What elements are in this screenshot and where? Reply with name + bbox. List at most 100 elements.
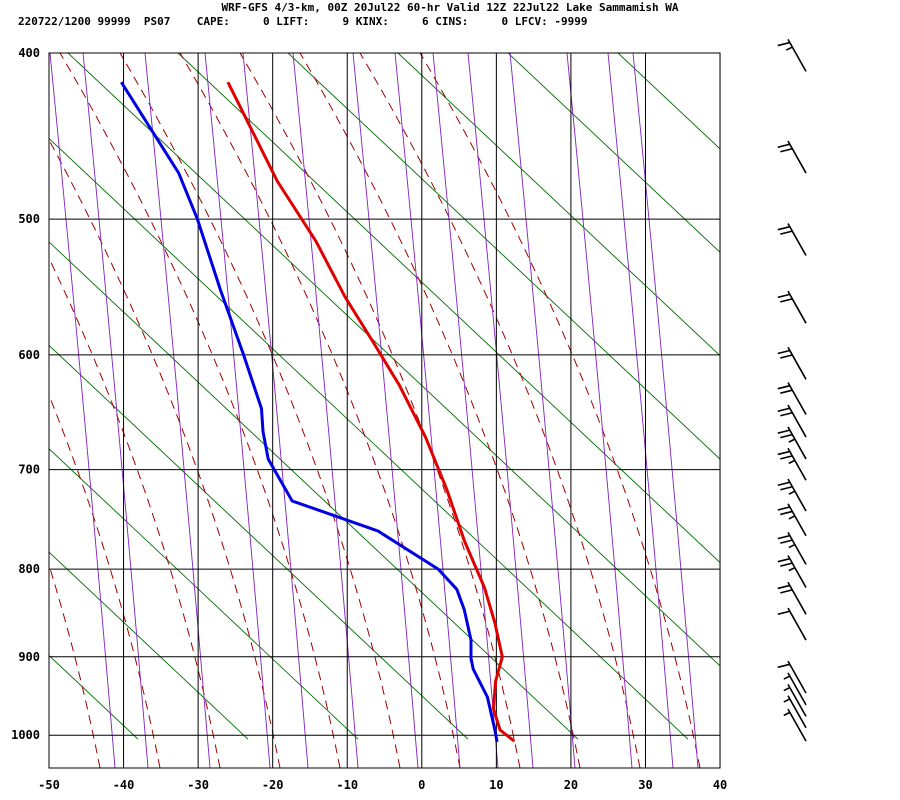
- wind-barb: [777, 426, 807, 460]
- wind-barb-feather: [780, 539, 793, 544]
- dry-adiabat-line: [177, 53, 720, 564]
- dry-adiabat-line: [49, 551, 249, 740]
- dry-adiabat-line: [728, 53, 900, 739]
- wind-barb: [777, 503, 807, 537]
- wind-barb: [777, 478, 807, 512]
- header-indices: 220722/1200 99999 PS07 CAPE: 0 LIFT: 9 K…: [18, 15, 588, 28]
- isopleth-line: [467, 53, 534, 768]
- wind-barb-feather: [777, 506, 790, 511]
- background-lines: [49, 53, 900, 768]
- wind-barb-feather: [788, 566, 796, 572]
- wind-barb: [777, 140, 807, 174]
- wind-barb-feather: [780, 510, 793, 516]
- wind-barb-feather: [780, 433, 793, 439]
- wind-barb-feather: [777, 663, 790, 669]
- isopleth-line: [49, 53, 116, 768]
- wind-barb-feather: [780, 411, 793, 417]
- wind-barb-shaft: [787, 290, 807, 324]
- wind-barb: [783, 708, 807, 742]
- tick-labels: -50 -40 -30 -20 -10 0 10 20 30 40 400 500 600 700 800 9…: [11, 46, 727, 792]
- wind-barb-feather: [780, 147, 793, 153]
- wind-barb-shaft: [787, 708, 807, 742]
- isopleth-line: [394, 53, 461, 768]
- x-tick-label: -30: [187, 778, 209, 792]
- profile-series: [120, 81, 516, 743]
- y-tick-label: 400: [18, 46, 40, 60]
- moist-adiabat-line: [179, 53, 461, 768]
- isopleth-line: [242, 53, 309, 768]
- wind-barbs: [777, 38, 807, 742]
- y-tick-label: 600: [18, 348, 40, 362]
- wind-barb-feather: [788, 515, 796, 520]
- dry-adiabat-line: [838, 53, 900, 739]
- isopleth-line: [292, 53, 359, 768]
- wind-barb-feather: [777, 384, 790, 390]
- isopleth-line: [566, 53, 633, 768]
- wind-barb-feather: [777, 610, 790, 616]
- wind-barb: [777, 404, 807, 438]
- y-tick-label: 1000: [11, 728, 40, 742]
- wind-barb-feather: [783, 675, 791, 680]
- sounding-header: WRF-GFS 4/3-km, 00Z 20Jul22 60-hr Valid …: [0, 0, 900, 34]
- wind-barb-feather: [780, 389, 793, 394]
- dry-adiabat-line: [287, 53, 720, 460]
- isopleth-line: [509, 53, 576, 768]
- x-tick-label: 0: [418, 778, 425, 792]
- wind-barb-feather: [777, 481, 790, 487]
- wind-barb: [777, 581, 807, 615]
- wind-barb-shaft: [787, 140, 807, 174]
- wind-barb-feather: [777, 293, 790, 299]
- x-tick-label: -10: [336, 778, 358, 792]
- wind-barb-feather: [780, 562, 793, 567]
- wind-barb-feather: [783, 686, 791, 692]
- wind-barb-shaft: [787, 426, 807, 460]
- isopleth-line: [607, 53, 674, 768]
- wind-barb-shaft: [787, 683, 807, 717]
- plot-frame: [48, 52, 721, 769]
- y-tick-label: 500: [18, 212, 40, 226]
- isopleth-line: [352, 53, 419, 768]
- wind-barb-shaft: [787, 695, 807, 729]
- wind-barb-shaft: [787, 607, 807, 641]
- wind-barb-feather: [788, 543, 796, 549]
- wind-barb-feather: [780, 230, 793, 235]
- wind-barb-shaft: [787, 382, 807, 415]
- isopleth-line: [204, 53, 271, 768]
- wind-barb-shaft: [787, 447, 807, 481]
- wind-barb-feather: [777, 584, 790, 590]
- wind-barb-feather: [777, 41, 790, 47]
- isopleth-line: [632, 53, 699, 768]
- wind-barb: [777, 382, 807, 415]
- wind-barb-feather: [788, 459, 796, 465]
- wind-barb: [777, 607, 807, 641]
- dry-adiabat-line: [49, 448, 359, 740]
- wind-barb-feather: [780, 298, 793, 303]
- dry-adiabat-line: [67, 53, 720, 667]
- isopleth-line: [432, 53, 499, 768]
- isopleth-line: [144, 53, 211, 768]
- x-tick-label: -20: [262, 778, 284, 792]
- moist-adiabat-line: [49, 138, 281, 768]
- dry-adiabat-line: [397, 53, 720, 357]
- moist-adiabat-line: [299, 53, 581, 768]
- x-tick-label: -40: [113, 778, 135, 792]
- wind-barb-shaft: [787, 478, 807, 512]
- wind-barb-feather: [780, 485, 793, 491]
- wind-barb-feather: [777, 349, 790, 355]
- wind-barb-feather: [783, 711, 791, 717]
- wind-barb-shaft: [787, 503, 807, 537]
- wind-barb-feather: [777, 450, 790, 456]
- wind-barb-feather: [785, 46, 793, 51]
- wind-barb-shaft: [787, 223, 807, 256]
- wind-barb-shaft: [787, 672, 807, 706]
- wind-barb-shaft: [787, 581, 807, 615]
- wind-barb: [777, 555, 807, 588]
- temperature-profile-line: [226, 81, 516, 743]
- wind-barb: [783, 672, 807, 706]
- wind-barb: [777, 346, 807, 380]
- wind-barb-feather: [788, 490, 796, 495]
- moist-adiabat-line: [119, 53, 401, 768]
- dry-adiabat-line: [49, 137, 689, 740]
- dry-adiabat-line: [49, 241, 579, 740]
- moist-adiabat-line: [59, 53, 341, 768]
